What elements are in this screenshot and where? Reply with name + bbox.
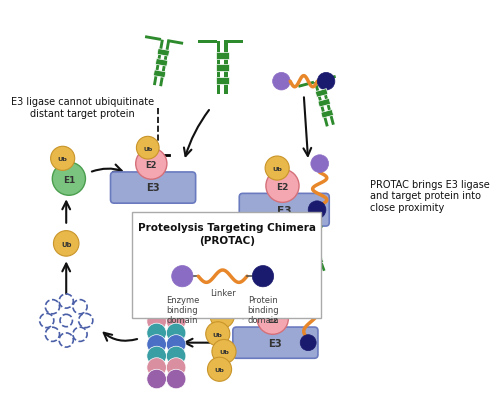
FancyBboxPatch shape [308,225,323,232]
Bar [316,89,328,97]
Bar [216,64,229,71]
Bar [159,41,170,86]
Text: E2: E2 [267,316,278,325]
FancyBboxPatch shape [132,212,322,318]
Circle shape [252,266,274,287]
Circle shape [147,334,167,354]
Circle shape [136,137,159,159]
Circle shape [308,201,326,219]
Text: Ub: Ub [61,242,72,248]
Circle shape [266,169,299,203]
Text: Protein
binding
domain: Protein binding domain [247,296,279,325]
FancyBboxPatch shape [224,40,243,43]
Text: E3: E3 [268,339,282,349]
Bar [321,110,334,118]
Circle shape [147,312,167,331]
Bar [224,42,228,95]
Circle shape [272,73,290,90]
Circle shape [166,358,186,377]
Circle shape [136,148,167,179]
Text: E2: E2 [276,183,288,192]
Bar [217,42,220,95]
Text: E3: E3 [277,205,291,216]
Text: Ub: Ub [290,284,300,289]
Text: Ub: Ub [143,146,152,151]
Circle shape [147,358,167,377]
FancyBboxPatch shape [110,172,196,203]
Circle shape [172,266,193,287]
Circle shape [166,300,186,320]
Circle shape [257,303,288,334]
Circle shape [311,155,328,173]
Text: Ub: Ub [213,333,222,338]
Bar [153,39,164,85]
Bar [216,77,229,84]
Text: E3: E3 [146,183,160,193]
Circle shape [54,231,79,256]
Circle shape [265,156,289,180]
Circle shape [206,322,230,346]
Text: Ub: Ub [214,368,224,373]
Circle shape [303,287,319,303]
FancyBboxPatch shape [320,75,336,82]
FancyBboxPatch shape [233,327,318,358]
Bar [157,49,170,56]
Bar [156,59,168,66]
Circle shape [318,73,335,90]
Text: E3 ligase cannot ubiquitinate
distant target protein: E3 ligase cannot ubiquitinate distant ta… [10,97,154,119]
Bar [154,70,166,78]
Text: Enzyme
binding
domain: Enzyme binding domain [166,296,199,325]
FancyBboxPatch shape [240,193,329,226]
Text: Linker: Linker [210,290,236,298]
Text: Proteolysis Targeting Chimera: Proteolysis Targeting Chimera [138,223,316,233]
Circle shape [52,162,86,195]
Bar [320,80,335,125]
FancyBboxPatch shape [288,232,304,239]
Bar [308,247,320,256]
FancyBboxPatch shape [198,40,217,43]
Text: E2: E2 [146,161,157,170]
FancyBboxPatch shape [298,81,314,88]
Circle shape [50,146,74,171]
Circle shape [166,369,186,389]
Text: (PROTAC): (PROTAC) [198,236,254,246]
Circle shape [300,334,316,351]
Circle shape [166,288,186,308]
Text: Ub: Ub [219,350,229,355]
Circle shape [147,300,167,320]
Circle shape [208,357,232,381]
Circle shape [212,339,236,364]
Circle shape [166,346,186,366]
Circle shape [147,346,167,366]
Text: PROTAC brings E3 ligase
and target protein into
close proximity: PROTAC brings E3 ligase and target prote… [370,180,490,213]
Bar [303,232,320,273]
Circle shape [147,288,167,308]
Bar [314,81,328,127]
FancyBboxPatch shape [167,39,184,45]
Bar [318,98,330,107]
Text: Ub: Ub [218,315,227,320]
Circle shape [147,323,167,343]
FancyBboxPatch shape [145,35,161,41]
Text: Ub: Ub [58,157,68,162]
Bar [216,52,229,59]
Circle shape [166,334,186,354]
Circle shape [166,323,186,343]
Bar [312,257,324,266]
Circle shape [166,312,186,331]
Text: Ub: Ub [264,302,273,307]
Text: Ub: Ub [272,167,282,172]
Circle shape [284,274,306,296]
Circle shape [257,291,280,314]
Circle shape [147,369,167,389]
Circle shape [210,304,234,328]
Text: E1: E1 [63,176,75,185]
Bar [308,230,326,271]
Bar [305,238,316,247]
